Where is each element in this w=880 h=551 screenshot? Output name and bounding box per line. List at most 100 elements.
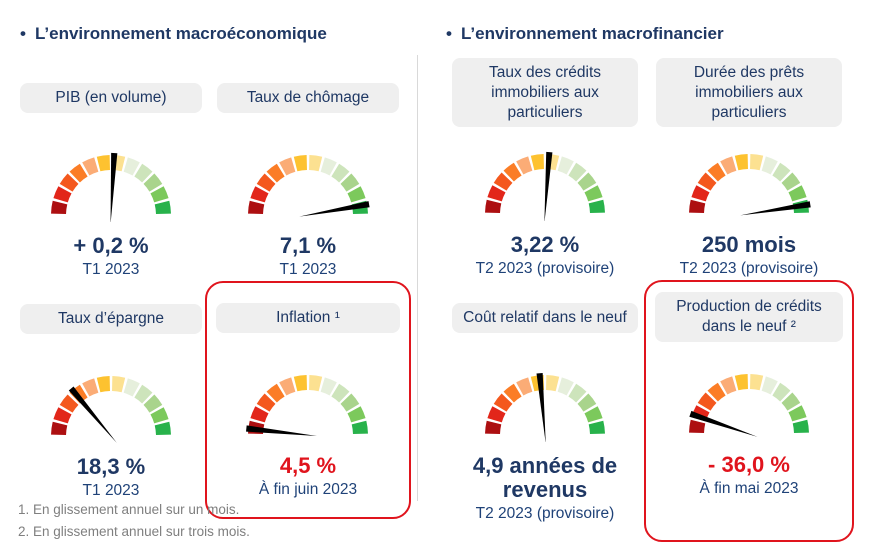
gauge-segment-10 <box>584 406 603 423</box>
gauge-segment-4 <box>82 378 99 397</box>
indicator-card-0-0: PIB (en volume) + 0,2 % T1 2023 <box>20 68 202 279</box>
gauge-segment-8 <box>568 383 587 403</box>
gauge-segment-9 <box>143 394 163 413</box>
indicator-value: + 0,2 % <box>73 233 149 258</box>
gauge-segment-3 <box>503 383 522 403</box>
indicator-period: T2 2023 (provisoire) <box>679 260 819 278</box>
indicator-label-zone: Production de crédits dans le neuf ² <box>655 287 843 347</box>
gauge-segment-11 <box>792 420 809 434</box>
footnote-1: 1. En glissement annuel sur un mois. <box>18 502 240 517</box>
gauge-segment-3 <box>69 163 88 183</box>
indicator-period: T1 2023 <box>279 260 337 278</box>
section-macroeconomique: • L’environnement macroéconomique PIB (e… <box>20 24 412 519</box>
indicator-card-0-1: Taux de chômage 7,1 % T1 2023 <box>217 68 399 279</box>
gauge-segment-6 <box>309 374 323 392</box>
indicator-value: 18,3 % <box>76 453 146 479</box>
gauge-segment-3 <box>707 382 726 402</box>
gauge-segment-1 <box>487 406 506 423</box>
gauge-segment-10 <box>788 405 807 422</box>
gauge-segment-11 <box>154 200 171 214</box>
gauge-segment-4 <box>279 157 296 176</box>
gauge-segment-5 <box>293 374 307 392</box>
column-divider <box>417 55 418 501</box>
gauge-segment-2 <box>256 173 276 192</box>
indicator-value: - 36,0 % <box>708 452 790 478</box>
gauge-segment-7 <box>557 377 574 396</box>
indicator-period: T1 2023 <box>82 481 140 499</box>
gauge-segment-0 <box>51 200 68 214</box>
gauge-segment-10 <box>150 186 169 203</box>
gauge-segment-5 <box>293 155 307 172</box>
gauge-segment-3 <box>707 163 726 182</box>
gauge-segment-0 <box>51 421 68 435</box>
gauge-chart <box>51 375 171 443</box>
indicator-period: T2 2023 (provisoire) <box>475 260 615 278</box>
gauge-segment-8 <box>134 163 153 183</box>
gauge-needle <box>740 201 811 216</box>
gauge-needle <box>536 373 546 443</box>
gauge-segment-1 <box>53 406 72 424</box>
gauge-segment-1 <box>250 405 269 423</box>
gauge-segment-8 <box>134 384 153 404</box>
indicator-card-1-3: Production de crédits dans le neuf ² - 3… <box>644 280 854 542</box>
indicator-card-1-1: Durée des prêts immobiliers aux particul… <box>656 58 842 278</box>
indicator-label: Taux d’épargne <box>20 303 202 334</box>
indicator-card-0-3: Inflation ¹ 4,5 % À fin juin 2023 <box>205 280 411 519</box>
section-title-text: L’environnement macrofinancier <box>460 24 724 43</box>
gauge-segment-10 <box>584 185 603 202</box>
indicator-label: Taux de chômage <box>217 83 399 113</box>
indicator-label: Inflation ¹ <box>216 302 400 333</box>
gauge-segment-9 <box>577 393 597 412</box>
gauge-segment-11 <box>154 421 171 435</box>
gauge-segment-5 <box>734 374 748 391</box>
gauge-segment-7 <box>761 156 778 176</box>
gauge-segment-5 <box>530 154 544 171</box>
indicator-value: 250 mois <box>701 232 797 258</box>
gauge-needle <box>68 386 117 443</box>
indicator-value: 4,9 années de revenus <box>472 453 618 502</box>
gauge-segment-1 <box>487 185 506 202</box>
indicator-label-zone: Coût relatif dans le neuf <box>452 288 638 348</box>
gauge-segment-11 <box>588 200 605 214</box>
gauge-segment-10 <box>150 406 169 424</box>
bullet-marker: • <box>446 24 452 43</box>
gauge-segment-4 <box>82 157 99 176</box>
gauge-segment-1 <box>691 185 710 202</box>
gauge-segment-0 <box>485 421 502 435</box>
section-title-text: L’environnement macroéconomique <box>34 24 327 43</box>
gauge-segment-2 <box>256 393 276 412</box>
indicator-label-zone: Taux des crédits immobiliers aux particu… <box>452 58 638 128</box>
gauge-chart <box>51 152 171 222</box>
indicator-label: Coût relatif dans le neuf <box>452 303 638 334</box>
indicator-card-0-2: Taux d’épargne 18,3 % T1 2023 <box>20 289 202 500</box>
gauge-segment-2 <box>697 392 717 411</box>
gauge-segment-6 <box>546 375 560 392</box>
indicator-value: 3,22 % <box>510 232 580 258</box>
gauge-segment-2 <box>697 173 717 192</box>
gauge-segment-2 <box>59 394 79 413</box>
gauge-segment-9 <box>340 173 360 192</box>
gauge-chart <box>485 373 605 443</box>
gauge-chart <box>485 152 605 222</box>
gauge-segment-0 <box>248 200 265 214</box>
bullet-marker: • <box>20 24 26 43</box>
gauge-segment-8 <box>331 383 350 403</box>
indicator-label-zone: Inflation ¹ <box>216 288 400 348</box>
gauge-segment-9 <box>577 173 597 192</box>
gauge-segment-8 <box>772 382 791 402</box>
indicator-label-zone: Taux d’épargne <box>20 289 202 349</box>
gauge-segment-4 <box>516 377 533 396</box>
gauge-needle <box>689 411 758 438</box>
section-title-macrofinancier: • L’environnement macrofinancier <box>446 24 860 44</box>
gauge-segment-4 <box>279 377 296 396</box>
gauge-segment-3 <box>266 163 285 183</box>
gauge-segment-7 <box>123 157 140 176</box>
indicator-label: PIB (en volume) <box>20 83 202 113</box>
gauge-chart <box>689 374 809 438</box>
gauge-segment-8 <box>772 163 791 182</box>
indicator-label: Production de crédits dans le neuf ² <box>655 292 843 343</box>
gauge-segment-9 <box>781 392 801 411</box>
gauge-segment-7 <box>761 376 778 395</box>
gauge-segment-1 <box>250 186 269 203</box>
gauge-segment-2 <box>59 173 79 192</box>
